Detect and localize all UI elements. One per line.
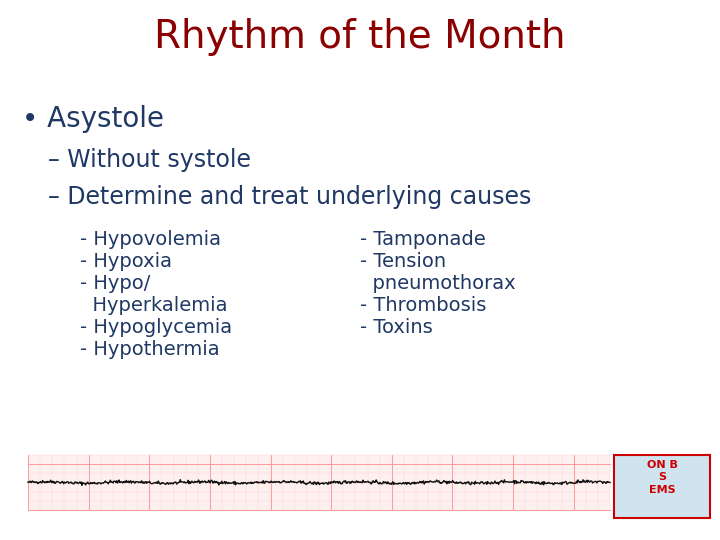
Text: Rhythm of the Month: Rhythm of the Month	[154, 18, 566, 56]
Text: - Hypo/: - Hypo/	[80, 274, 150, 293]
Text: - Thrombosis: - Thrombosis	[360, 296, 487, 315]
Text: - Hypovolemia: - Hypovolemia	[80, 230, 221, 249]
Text: - Toxins: - Toxins	[360, 318, 433, 337]
Text: • Asystole: • Asystole	[22, 105, 164, 133]
FancyBboxPatch shape	[614, 455, 710, 518]
Text: - Hypoxia: - Hypoxia	[80, 252, 172, 271]
Text: – Determine and treat underlying causes: – Determine and treat underlying causes	[48, 185, 531, 209]
Text: pneumothorax: pneumothorax	[360, 274, 516, 293]
Text: Hyperkalemia: Hyperkalemia	[80, 296, 228, 315]
Text: - Hypoglycemia: - Hypoglycemia	[80, 318, 232, 337]
Text: - Tamponade: - Tamponade	[360, 230, 486, 249]
Text: - Tension: - Tension	[360, 252, 446, 271]
Text: – Without systole: – Without systole	[48, 148, 251, 172]
Text: ON B
S
EMS: ON B S EMS	[647, 460, 678, 495]
FancyBboxPatch shape	[28, 455, 610, 510]
Text: - Hypothermia: - Hypothermia	[80, 340, 220, 359]
